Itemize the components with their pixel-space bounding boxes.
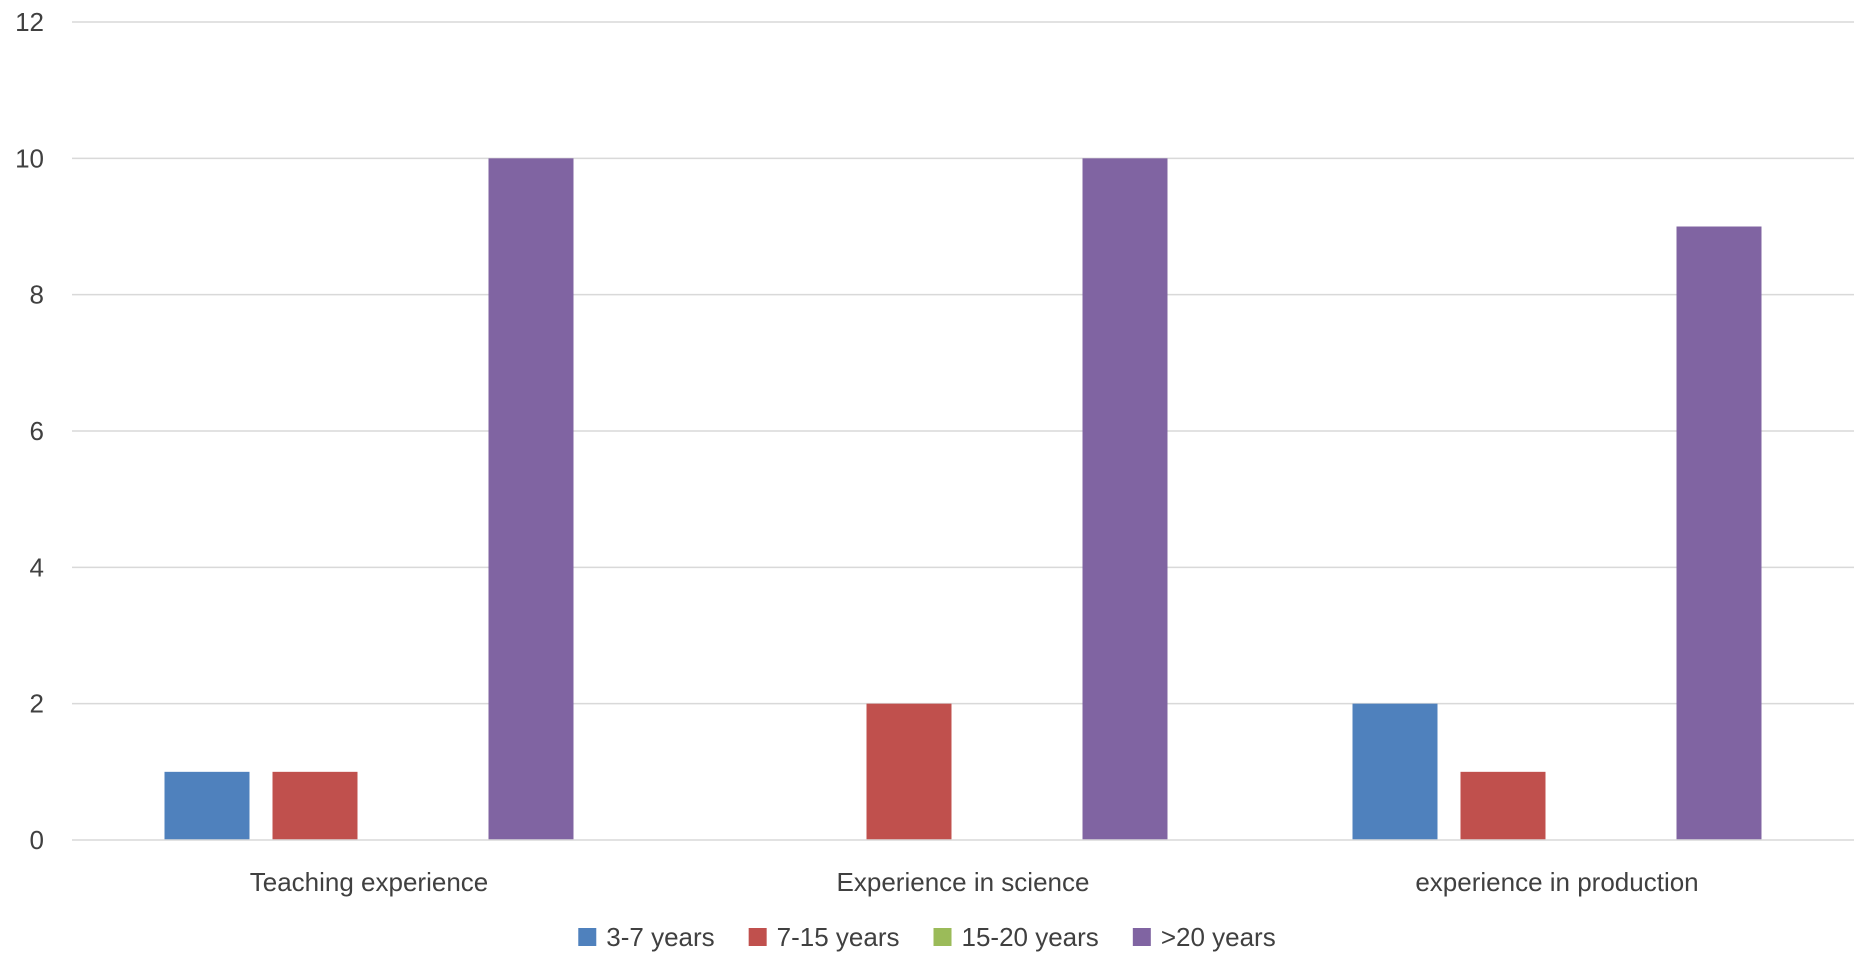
bar-20-years-1 bbox=[1082, 158, 1168, 841]
legend-item: 3-7 years bbox=[578, 922, 715, 952]
category-label: Experience in science bbox=[837, 867, 1090, 897]
legend-swatch bbox=[578, 928, 597, 946]
legend-label: 3-7 years bbox=[606, 922, 714, 952]
legend-item: 7-15 years bbox=[748, 922, 900, 952]
category-label: experience in production bbox=[1415, 867, 1698, 897]
legend-swatch bbox=[1132, 928, 1151, 946]
legend-item: 15-20 years bbox=[933, 922, 1099, 952]
y-axis-tick-labels: 0 2 4 6 8 10 12 bbox=[15, 7, 44, 855]
legend-label: 7-15 years bbox=[777, 922, 900, 952]
y-tick-label: 6 bbox=[30, 416, 44, 446]
y-tick-label: 0 bbox=[30, 825, 44, 855]
legend-swatch bbox=[748, 928, 767, 946]
y-tick-label: 4 bbox=[30, 552, 44, 582]
legend-swatch bbox=[933, 928, 952, 946]
bar-20-years-0 bbox=[488, 158, 574, 841]
y-tick-label: 10 bbox=[15, 143, 44, 173]
gridlines bbox=[72, 21, 1854, 705]
category-label: Teaching experience bbox=[250, 867, 489, 897]
legend-label: >20 years bbox=[1161, 922, 1276, 952]
y-tick-label: 8 bbox=[30, 280, 44, 310]
legend-label: 15-20 years bbox=[962, 922, 1099, 952]
bar-20-years-2 bbox=[1676, 226, 1762, 840]
legend: 3-7 years 7-15 years 15-20 years >20 years bbox=[578, 922, 1276, 952]
bar-7-15-years-0 bbox=[272, 771, 358, 840]
bars bbox=[164, 158, 1762, 841]
bar-3-7-years-0 bbox=[164, 771, 250, 840]
legend-item: >20 years bbox=[1132, 922, 1276, 952]
x-axis-category-labels: Teaching experience Experience in science… bbox=[250, 867, 1699, 897]
bar-7-15-years-1 bbox=[866, 703, 952, 840]
y-tick-label: 2 bbox=[30, 689, 44, 719]
bar-3-7-years-2 bbox=[1352, 703, 1438, 840]
bar-7-15-years-2 bbox=[1460, 771, 1546, 840]
y-tick-label: 12 bbox=[15, 7, 44, 37]
